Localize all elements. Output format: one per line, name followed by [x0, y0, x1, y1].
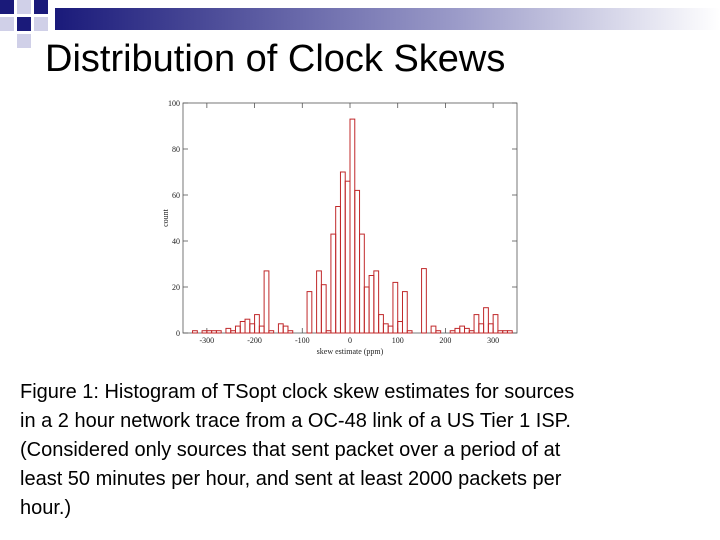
- bar: [258, 325, 265, 334]
- bar: [344, 180, 351, 334]
- bar: [254, 314, 260, 334]
- x-axis-label: skew estimate (ppm): [317, 347, 384, 356]
- bar: [363, 286, 370, 334]
- bar: [239, 321, 246, 334]
- bar: [435, 330, 442, 334]
- bar: [263, 270, 270, 334]
- x-tick-label: 0: [348, 336, 352, 345]
- bar: [335, 206, 341, 334]
- bar: [211, 330, 217, 334]
- bar: [330, 233, 337, 334]
- bar: [373, 270, 380, 334]
- bar: [397, 321, 403, 334]
- bar: [287, 330, 294, 334]
- y-tick-label: 0: [176, 329, 180, 338]
- decor-square: [17, 34, 31, 48]
- decor-square: [34, 17, 48, 31]
- bar: [497, 330, 504, 334]
- bar: [192, 330, 198, 334]
- bar: [473, 314, 480, 334]
- caption-line: in a 2 hour network trace from a OC-48 l…: [20, 410, 571, 432]
- bar: [282, 325, 289, 334]
- bar: [354, 189, 361, 334]
- bar: [349, 118, 356, 334]
- caption-line: (Considered only sources that sent packe…: [20, 439, 561, 461]
- bar: [468, 330, 475, 334]
- x-tick-label: -200: [247, 336, 262, 345]
- bar: [268, 330, 275, 334]
- bar: [464, 327, 470, 334]
- y-tick-label: 20: [172, 283, 180, 292]
- bar: [492, 314, 499, 334]
- slide-title: Distribution of Clock Skews: [45, 38, 506, 80]
- y-tick-label: 100: [168, 99, 180, 108]
- bar: [230, 330, 236, 334]
- decor-square: [17, 17, 31, 31]
- decor-square: [17, 0, 31, 14]
- bar: [249, 323, 256, 334]
- x-tick-label: -300: [200, 336, 215, 345]
- bar: [359, 233, 365, 334]
- x-tick-label: 200: [439, 336, 451, 345]
- decor-square: [0, 0, 14, 14]
- y-tick-label: 40: [172, 237, 180, 246]
- y-tick-label: 60: [172, 191, 180, 200]
- caption-line: least 50 minutes per hour, and sent at l…: [20, 468, 562, 490]
- bar: [387, 325, 394, 334]
- y-axis-label: count: [161, 208, 170, 227]
- bar: [225, 327, 232, 334]
- bar: [421, 268, 427, 334]
- bar: [215, 330, 222, 334]
- bar: [483, 307, 489, 334]
- bar: [382, 323, 389, 334]
- x-tick-label: 300: [487, 336, 499, 345]
- bar: [277, 323, 284, 334]
- bar: [325, 330, 332, 334]
- header-bar: [55, 8, 720, 30]
- bar: [506, 330, 513, 334]
- bar: [401, 291, 408, 334]
- bar: [339, 171, 346, 334]
- decor-square: [0, 17, 14, 31]
- x-tick-label: 100: [392, 336, 404, 345]
- bar: [392, 281, 399, 334]
- bar: [430, 325, 437, 334]
- bar: [487, 323, 494, 334]
- y-tick-label: 80: [172, 145, 180, 154]
- caption-line: hour.): [20, 497, 72, 519]
- bar: [454, 327, 461, 334]
- bar: [244, 318, 251, 334]
- bar: [320, 284, 327, 334]
- bar: [368, 275, 375, 334]
- x-tick-label: -100: [295, 336, 310, 345]
- caption-line: Figure 1: Histogram of TSopt clock skew …: [20, 381, 575, 403]
- bar: [306, 291, 313, 334]
- bar: [449, 330, 456, 334]
- bar: [378, 314, 384, 334]
- bar: [478, 323, 485, 334]
- bar: [316, 270, 322, 334]
- bar: [234, 325, 241, 334]
- caption: Figure 1: Histogram of TSopt clock skew …: [20, 378, 574, 523]
- bar: [406, 330, 413, 334]
- bar: [206, 330, 213, 334]
- bar: [459, 325, 466, 334]
- bar: [201, 330, 208, 334]
- decor-square: [34, 0, 48, 14]
- bar: [502, 330, 508, 334]
